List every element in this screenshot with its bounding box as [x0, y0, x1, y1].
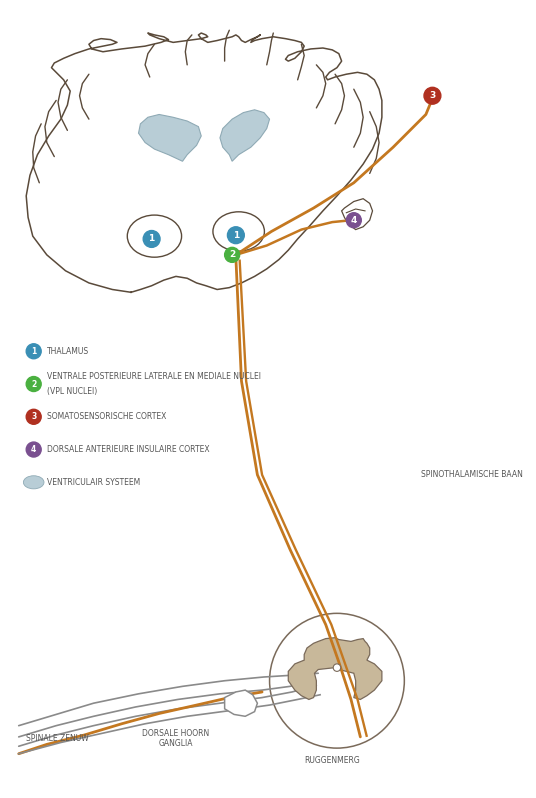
- Polygon shape: [26, 33, 382, 292]
- Text: 1: 1: [233, 231, 239, 239]
- Text: DORSALE HOORN
GANGLIA: DORSALE HOORN GANGLIA: [143, 729, 210, 749]
- Polygon shape: [341, 199, 373, 230]
- Circle shape: [26, 442, 41, 457]
- Text: 4: 4: [351, 215, 357, 225]
- Circle shape: [424, 87, 441, 105]
- Text: DORSALE ANTERIEURE INSULAIRE CORTEX: DORSALE ANTERIEURE INSULAIRE CORTEX: [47, 445, 210, 454]
- Text: 1: 1: [31, 347, 36, 356]
- Polygon shape: [225, 690, 257, 717]
- Text: SOMATOSENSORISCHE CORTEX: SOMATOSENSORISCHE CORTEX: [47, 413, 166, 421]
- Ellipse shape: [24, 476, 44, 489]
- Circle shape: [333, 664, 341, 671]
- Circle shape: [26, 377, 41, 392]
- Text: 4: 4: [31, 445, 36, 454]
- Circle shape: [270, 614, 404, 748]
- Circle shape: [225, 247, 240, 263]
- Text: 3: 3: [31, 413, 36, 421]
- Circle shape: [346, 213, 361, 227]
- Polygon shape: [138, 114, 201, 161]
- Text: RUGGENMERG: RUGGENMERG: [304, 756, 360, 764]
- Circle shape: [26, 409, 41, 425]
- Ellipse shape: [213, 211, 264, 251]
- Polygon shape: [288, 638, 382, 700]
- Text: VENTRALE POSTERIEURE LATERALE EN MEDIALE NUCLEI: VENTRALE POSTERIEURE LATERALE EN MEDIALE…: [47, 372, 261, 381]
- Circle shape: [143, 231, 160, 247]
- Circle shape: [227, 227, 244, 243]
- Text: SPINOTHALAMISCHE BAAN: SPINOTHALAMISCHE BAAN: [421, 470, 523, 480]
- Polygon shape: [220, 110, 270, 161]
- Text: 2: 2: [229, 251, 235, 259]
- Text: 2: 2: [31, 380, 36, 389]
- Ellipse shape: [127, 215, 182, 257]
- Text: SPINALE ZENUW: SPINALE ZENUW: [26, 734, 89, 743]
- Text: VENTRICULAIR SYSTEEM: VENTRICULAIR SYSTEEM: [47, 478, 140, 487]
- Text: 1: 1: [148, 235, 155, 243]
- Text: THALAMUS: THALAMUS: [47, 347, 89, 356]
- Circle shape: [26, 344, 41, 359]
- Text: 3: 3: [429, 91, 436, 101]
- Text: (VPL NUCLEI): (VPL NUCLEI): [47, 387, 97, 396]
